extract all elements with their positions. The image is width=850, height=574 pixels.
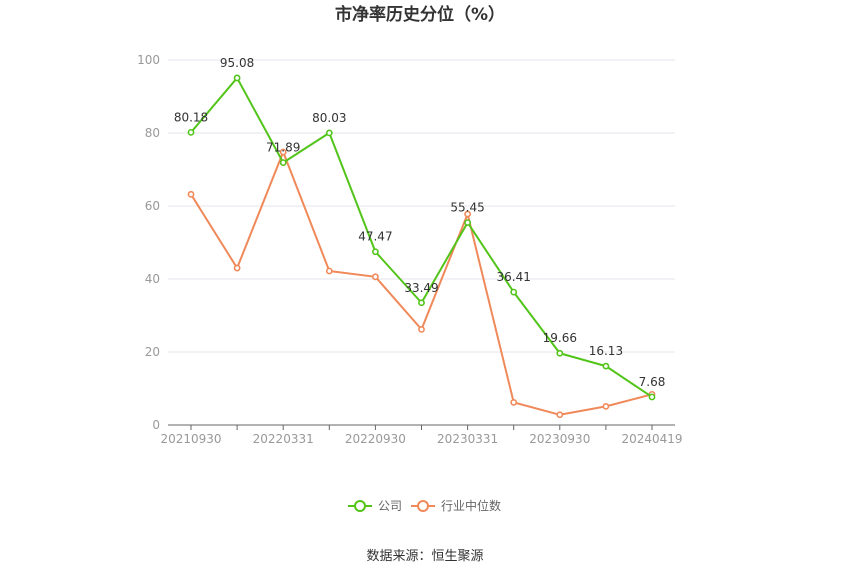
y-tick-label: 100: [137, 53, 160, 67]
data-label: 7.68: [639, 375, 666, 389]
grid-lines: [168, 59, 675, 353]
data-point[interactable]: [371, 248, 379, 256]
data-point[interactable]: [464, 210, 471, 218]
data-point[interactable]: [602, 402, 610, 410]
data-label: 36.41: [497, 270, 531, 284]
data-point[interactable]: [648, 393, 656, 401]
legend-item-company[interactable]: 公司: [348, 499, 402, 513]
x-tick-label: 20220331: [253, 432, 314, 446]
data-labels: 80.18 95.08 71.89 80.03 47.47 33.49 55.45 36.41…: [174, 56, 666, 389]
legend-label: 行业中位数: [441, 498, 501, 513]
x-tick-label: 20230930: [529, 432, 590, 446]
data-point[interactable]: [510, 398, 518, 406]
series-layer: [187, 74, 656, 419]
y-tick-label: 40: [145, 272, 160, 286]
series-company: [187, 74, 656, 401]
data-source: 数据来源：恒生聚源: [366, 549, 483, 564]
data-label: 55.45: [450, 201, 484, 215]
data-point[interactable]: [233, 264, 241, 272]
data-point[interactable]: [233, 74, 241, 82]
y-tick-label: 20: [145, 345, 160, 359]
data-point[interactable]: [279, 159, 287, 167]
y-tick-label: 0: [152, 418, 160, 432]
legend-item-industry-median[interactable]: 行业中位数: [411, 498, 501, 513]
data-label: 95.08: [220, 56, 254, 70]
y-tick-label: 60: [145, 199, 160, 213]
data-point[interactable]: [279, 148, 287, 156]
legend-label: 公司: [378, 499, 402, 513]
data-point[interactable]: [510, 288, 518, 296]
x-tick-label: 20210930: [160, 432, 221, 446]
x-axis: 20210930 20220331 20220930 20230331 20230930…: [160, 424, 683, 446]
y-axis: 0 20 40 60 80 100: [137, 53, 160, 432]
y-tick-label: 80: [145, 126, 160, 140]
x-tick-label: 20230331: [437, 432, 498, 446]
data-point[interactable]: [556, 349, 564, 357]
series-industry-median: [187, 148, 656, 419]
data-point[interactable]: [418, 299, 425, 307]
series-line: [190, 76, 653, 398]
data-point[interactable]: [325, 267, 333, 275]
data-label: 47.47: [358, 230, 392, 244]
x-tick-label: 20240419: [621, 432, 682, 446]
data-point[interactable]: [187, 128, 195, 136]
data-point[interactable]: [418, 325, 425, 333]
data-point[interactable]: [187, 190, 195, 198]
data-label: 19.66: [543, 331, 577, 345]
data-point[interactable]: [556, 411, 564, 419]
data-point[interactable]: [464, 219, 471, 227]
legend[interactable]: 公司 行业中位数: [348, 498, 501, 513]
data-point[interactable]: [602, 362, 610, 370]
data-label: 80.03: [312, 111, 346, 125]
data-label: 80.18: [174, 110, 208, 124]
data-point[interactable]: [371, 273, 379, 281]
data-point[interactable]: [325, 129, 333, 137]
chart-title: 市净率历史分位（%）: [335, 4, 505, 25]
legend-marker: [417, 500, 429, 512]
data-label: 33.49: [404, 281, 438, 295]
data-label: 16.13: [589, 344, 623, 358]
data-label: 71.89: [266, 141, 300, 155]
x-tick-label: 20220930: [345, 432, 406, 446]
legend-marker: [354, 500, 366, 512]
